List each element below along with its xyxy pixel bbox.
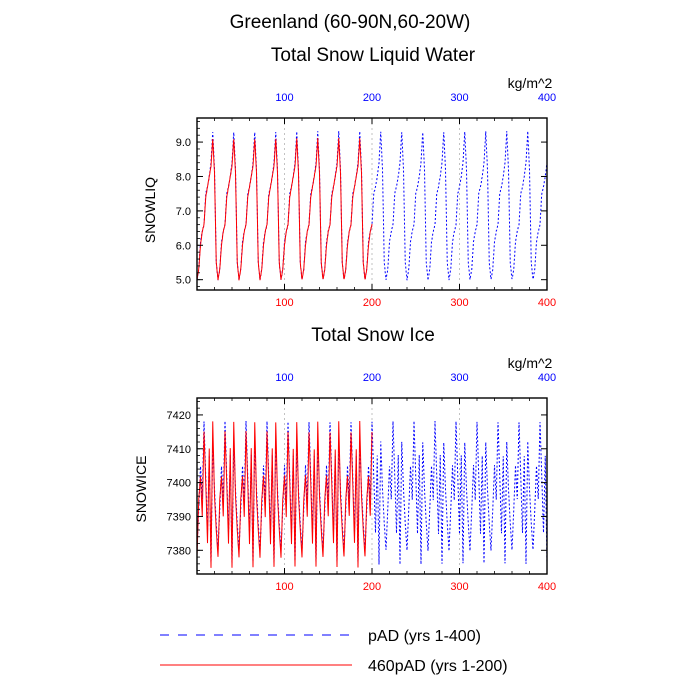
y-tick-label: 7.0 — [176, 206, 191, 218]
x-tick-label-bottom: 300 — [450, 581, 468, 593]
units-label-snowice: kg/m^2 — [508, 355, 553, 371]
legend: pAD (yrs 1-400) 460pAD (yrs 1-200) — [160, 628, 508, 675]
x-tick-label-bottom: 100 — [275, 297, 293, 309]
x-tick-label-bottom: 200 — [363, 581, 381, 593]
x-tick-label-top: 300 — [450, 92, 468, 104]
legend-label-pad: pAD (yrs 1-400) — [368, 628, 481, 645]
units-label-snowliq: kg/m^2 — [508, 75, 553, 91]
region-title: Greenland (60-90N,60-20W) — [230, 12, 471, 33]
x-tick-label-bottom: 400 — [538, 297, 556, 309]
x-tick-label-top: 400 — [538, 92, 556, 104]
series-line-pad — [196, 131, 548, 281]
chart-snowliq: 5.0 6.0 7.0 8.0 9.0 100 200 300 400 100 200 300 400 — [176, 92, 556, 309]
x-tick-label-top: 200 — [363, 92, 381, 104]
y-tick-label: 6.0 — [176, 240, 191, 252]
x-tick-label-top: 100 — [275, 372, 293, 384]
ylabel-snowliq: SNOWLIQ — [142, 177, 158, 243]
series-line-460pad — [196, 420, 373, 568]
x-tick-label-bottom: 300 — [450, 297, 468, 309]
y-tick-label: 9.0 — [176, 137, 191, 149]
chart-title-snowice: Total Snow Ice — [311, 325, 435, 346]
y-tick-label: 7380 — [167, 545, 191, 557]
x-tick-label-top: 100 — [275, 92, 293, 104]
chart-snowice: 7380 7390 7400 7410 7420 100 200 300 400 100 200 30… — [167, 372, 557, 593]
y-tick-label: 7400 — [167, 478, 191, 490]
y-tick-label: 7410 — [167, 444, 191, 456]
x-tick-label-bottom: 400 — [538, 581, 556, 593]
y-tick-label: 7420 — [167, 410, 191, 422]
x-tick-label-bottom: 100 — [275, 581, 293, 593]
legend-label-460pad: 460pAD (yrs 1-200) — [368, 658, 508, 675]
chart-title-snowliq: Total Snow Liquid Water — [271, 45, 476, 66]
y-tick-label: 7390 — [167, 511, 191, 523]
series-line-460pad — [196, 137, 373, 281]
ylabel-snowice: SNOWICE — [133, 456, 149, 523]
y-tick-label: 8.0 — [176, 171, 191, 183]
x-tick-label-top: 300 — [450, 372, 468, 384]
x-tick-label-bottom: 200 — [363, 297, 381, 309]
y-tick-label: 5.0 — [176, 275, 191, 287]
x-tick-label-top: 400 — [538, 372, 556, 384]
x-tick-label-top: 200 — [363, 372, 381, 384]
